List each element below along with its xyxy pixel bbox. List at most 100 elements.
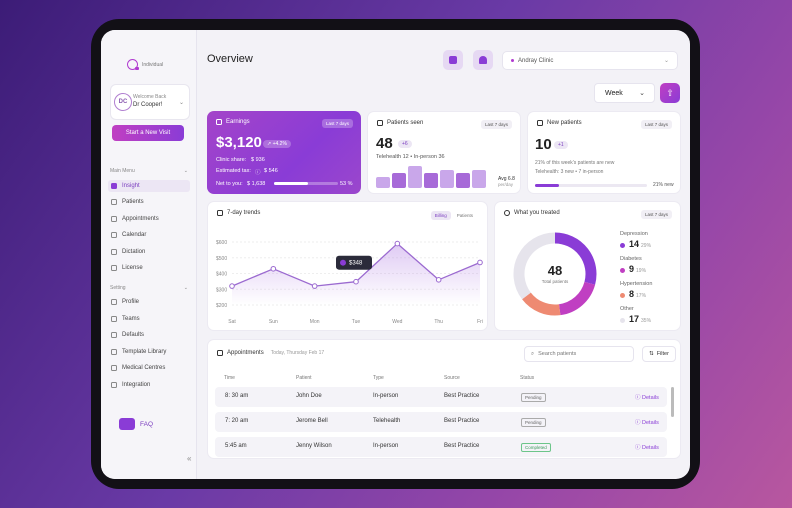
avatar: DC — [114, 93, 132, 111]
patients-icon — [111, 199, 117, 205]
patients-seen-value: 48 — [376, 135, 393, 152]
messages-button[interactable] — [443, 50, 463, 70]
x-tick-label: Thu — [434, 319, 443, 325]
chevron-down-icon: ⌄ — [183, 168, 188, 174]
chevron-down-icon[interactable]: ⌄ — [178, 100, 184, 106]
sidebar-item-dictation[interactable]: Dictation — [108, 246, 190, 258]
details-link[interactable]: ⓘ Details — [635, 395, 659, 401]
donut-slice[interactable] — [554, 232, 597, 285]
trend-point[interactable] — [311, 283, 318, 289]
sidebar-item-label: License — [122, 265, 143, 271]
net-value: $ 1,638 — [247, 181, 266, 187]
trend-point[interactable] — [270, 265, 277, 272]
main-menu-header[interactable]: Main Menu ⌄ — [110, 168, 188, 174]
earnings-title: Earnings — [216, 119, 250, 125]
sidebar-item-profile[interactable]: Profile — [108, 296, 190, 308]
sidebar-item-appointments[interactable]: Appointments — [108, 213, 190, 225]
clinic-dot-icon — [511, 59, 514, 62]
new-patients-track — [535, 184, 647, 187]
treated-title: What you treated — [504, 210, 560, 216]
template-icon — [111, 349, 117, 355]
status-badge: Completed — [521, 443, 551, 452]
filter-icon: ⇅ — [649, 351, 654, 357]
treated-card: What you treated Last 7 days 48 Total pa… — [494, 201, 681, 331]
appointments-icon — [111, 216, 117, 222]
legend-count: 8 — [629, 289, 635, 299]
chevron-down-icon: ⌄ — [639, 90, 645, 97]
donut-slice[interactable] — [522, 292, 561, 316]
patients-seen-breakdown: Telehealth 12 • In-person 36 — [376, 154, 445, 160]
y-tick-label: $300 — [216, 287, 227, 293]
trend-point[interactable] — [394, 240, 401, 247]
cell-time: 7: 20 am — [225, 418, 249, 424]
sidebar-item-medical-centres[interactable]: Medical Centres — [108, 362, 190, 374]
sidebar-item-insight[interactable]: Insight — [108, 180, 190, 192]
sidebar-item-integration[interactable]: Integration — [108, 379, 190, 391]
building-icon — [111, 365, 117, 371]
table-row[interactable]: 8: 30 am John Doe In-person Best Practice Pe… — [215, 387, 667, 407]
sidebar-item-teams[interactable]: Teams — [108, 313, 190, 325]
clinic-select[interactable]: Andray Clinic ⌄ — [502, 51, 678, 70]
sidebar-item-label: Defaults — [122, 332, 145, 338]
user-name: Dr Cooper! — [133, 102, 163, 108]
collapse-sidebar-icon[interactable]: « — [187, 454, 192, 463]
sidebar-item-patients[interactable]: Patients — [108, 196, 190, 208]
x-tick-label: Wed — [392, 319, 402, 325]
faq-link[interactable]: FAQ — [119, 418, 153, 430]
filter-button[interactable]: ⇅ Filter — [642, 346, 676, 362]
user-card[interactable]: DC Welcome Back Dr Cooper! ⌄ — [110, 84, 190, 120]
clinic-name: Andray Clinic — [518, 57, 554, 64]
bell-icon — [479, 56, 487, 64]
notifications-button[interactable] — [473, 50, 493, 70]
cell-patient: John Doe — [296, 393, 322, 399]
sidebar-item-label: Appointments — [122, 216, 159, 222]
sidebar-item-template-library[interactable]: Template Library — [108, 346, 190, 358]
export-button[interactable]: ⇧ — [660, 83, 680, 103]
y-tick-label: $200 — [216, 303, 227, 309]
donut-slice[interactable] — [558, 281, 596, 316]
sidebar-item-label: Calendar — [122, 232, 147, 238]
details-link[interactable]: ⓘ Details — [635, 445, 659, 451]
new-visit-button[interactable]: Start a New Visit — [112, 125, 184, 141]
trend-point[interactable] — [353, 278, 359, 285]
y-tick-label: $600 — [216, 240, 227, 246]
status-badge: Pending — [521, 418, 546, 427]
patients-seen-change: +6 — [398, 140, 412, 148]
trends-card: 7-day trends Billing Patients $600 $500 $40… — [207, 201, 488, 331]
trend-point[interactable] — [229, 283, 235, 289]
table-row[interactable]: 5:45 am Jenny Wilson In-person Best Practic… — [215, 437, 667, 457]
tab-billing[interactable]: Billing — [430, 211, 451, 220]
new-patients-line2: Telehealth: 3 new • 7 in-person — [535, 169, 604, 175]
cell-patient: Jerome Bell — [296, 418, 328, 424]
license-icon — [111, 265, 117, 271]
details-link[interactable]: ⓘ Details — [635, 420, 659, 426]
range-badge: Last 7 days — [321, 119, 353, 128]
setting-header[interactable]: Setting ⌄ — [110, 285, 188, 291]
sidebar-item-defaults[interactable]: Defaults — [108, 329, 190, 341]
table-scrollbar[interactable] — [671, 387, 674, 417]
tab-patients[interactable]: Patients — [456, 213, 473, 218]
new-patients-change: +1 — [554, 141, 568, 149]
legend-item: 9 19% — [620, 264, 646, 274]
clinic-share-label: Clinic share: — [216, 157, 247, 163]
legend-label: Other — [620, 306, 634, 312]
clinic-share-value: $ 936 — [251, 157, 265, 163]
table-row[interactable]: 7: 20 am Jerome Bell Telehealth Best Practi… — [215, 412, 667, 432]
x-tick-label: Fri — [477, 319, 483, 325]
column-header: Type — [373, 375, 384, 381]
sidebar-item-license[interactable]: License — [108, 262, 190, 274]
donut-slice[interactable] — [513, 232, 556, 300]
trend-point[interactable] — [477, 259, 483, 266]
sidebar-item-calendar[interactable]: Calendar — [108, 229, 190, 241]
legend-count: 14 — [629, 239, 640, 249]
range-badge: Last 7 days — [480, 120, 512, 129]
legend-percent: 19% — [636, 268, 647, 274]
search-input[interactable]: ⌕ Search patients — [524, 346, 634, 362]
trend-point[interactable] — [435, 277, 442, 283]
setting-label: Setting — [110, 285, 126, 291]
period-select[interactable]: Week ⌄ — [594, 83, 655, 103]
patients-seen-bar — [376, 177, 390, 188]
patients-seen-bar — [472, 169, 486, 188]
tooltip-dot-icon — [340, 259, 346, 266]
tax-value: $ 546 — [264, 168, 278, 174]
